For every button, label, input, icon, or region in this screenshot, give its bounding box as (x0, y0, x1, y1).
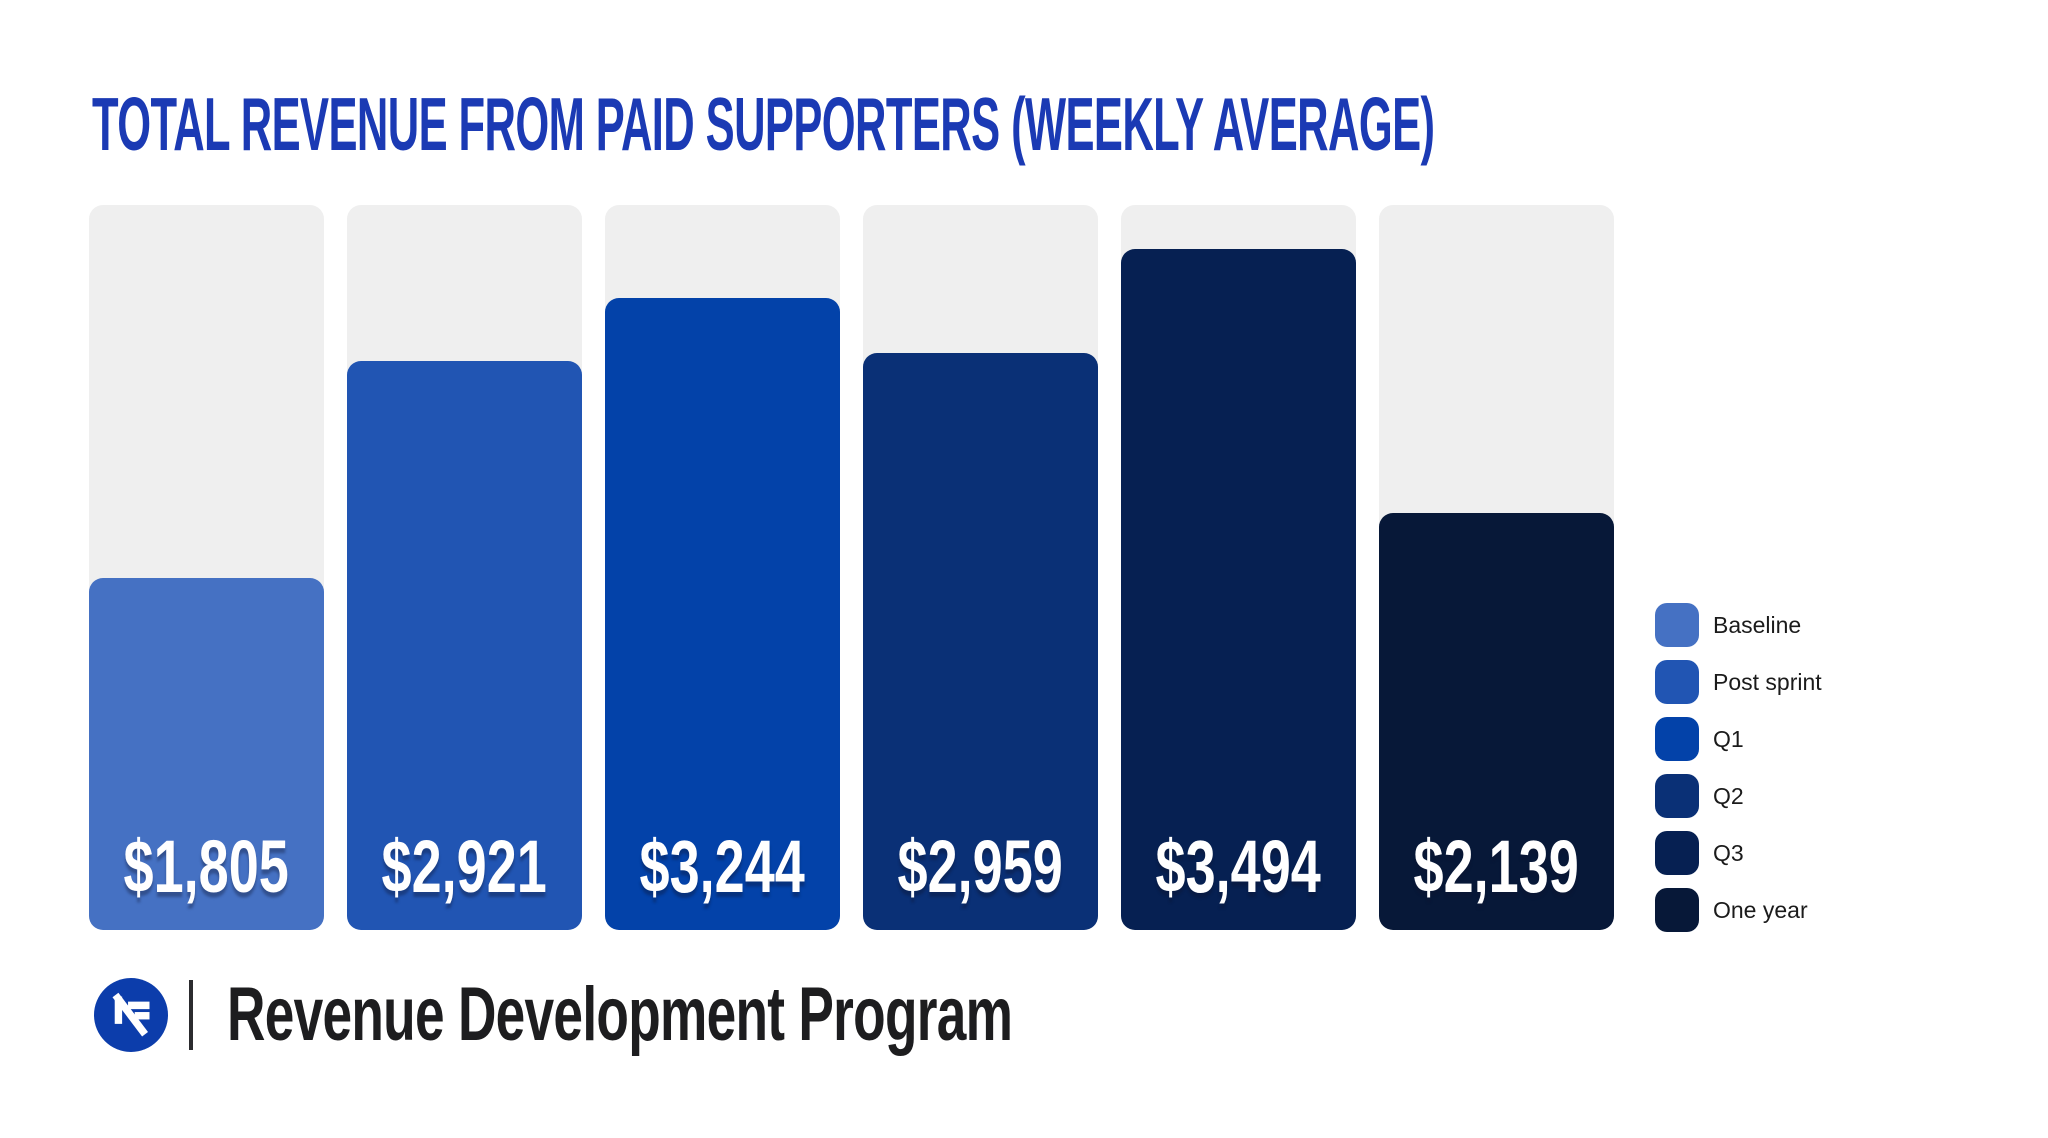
legend-label: Q3 (1713, 839, 1744, 866)
footer-brand-bar: Revenue Development Program (94, 975, 1349, 1055)
bar-value-label: $3,494 (1121, 830, 1356, 904)
bar-track-q3: $3,494 (1121, 205, 1356, 930)
bar-track-one-year: $2,139 (1379, 205, 1614, 930)
legend-item: Baseline (1655, 603, 1822, 647)
legend-label: One year (1713, 896, 1808, 923)
legend-swatch (1655, 831, 1699, 875)
chart-title: TOTAL REVENUE FROM PAID SUPPORTERS (WEEK… (92, 82, 1435, 166)
n-mark-logo-icon (94, 978, 168, 1052)
chart-legend: Baseline Post sprint Q1 Q2 Q3 One year (1655, 603, 1822, 932)
legend-swatch (1655, 717, 1699, 761)
bar-value-label: $2,139 (1379, 830, 1614, 904)
bar-value-text: $2,139 (1413, 825, 1580, 908)
legend-item: Q2 (1655, 774, 1822, 818)
legend-swatch (1655, 888, 1699, 932)
bar-value-label: $1,805 (89, 830, 324, 904)
footer-divider (189, 980, 193, 1050)
legend-label: Post sprint (1713, 668, 1822, 695)
bar-track-q2: $2,959 (863, 205, 1098, 930)
bar-value-text: $2,959 (897, 825, 1064, 908)
legend-swatch (1655, 603, 1699, 647)
bar-value-label: $2,921 (347, 830, 582, 904)
legend-swatch (1655, 774, 1699, 818)
brand-name: Revenue Development Program (227, 972, 1013, 1057)
bar: $2,959 (863, 353, 1098, 930)
bar-value-label: $2,959 (863, 830, 1098, 904)
bar-value-text: $2,921 (381, 825, 548, 908)
bar: $3,494 (1121, 249, 1356, 930)
bar: $3,244 (605, 297, 840, 930)
bar: $2,921 (347, 360, 582, 930)
bar-track-post-sprint: $2,921 (347, 205, 582, 930)
legend-label: Q1 (1713, 725, 1744, 752)
legend-item: Q1 (1655, 717, 1822, 761)
bar: $1,805 (89, 578, 324, 930)
bar-value-text: $3,494 (1155, 825, 1322, 908)
legend-swatch (1655, 660, 1699, 704)
bar-value-text: $1,805 (123, 825, 290, 908)
bar-track-baseline: $1,805 (89, 205, 324, 930)
legend-item: One year (1655, 888, 1822, 932)
bar-track-q1: $3,244 (605, 205, 840, 930)
legend-item: Q3 (1655, 831, 1822, 875)
legend-label: Q2 (1713, 782, 1744, 809)
legend-label: Baseline (1713, 611, 1802, 638)
bar-value-text: $3,244 (639, 825, 806, 908)
legend-item: Post sprint (1655, 660, 1822, 704)
bar-chart: $1,805 $2,921 $3,244 $2,959 $3,494 (89, 205, 1614, 930)
bar: $2,139 (1379, 513, 1614, 930)
bar-value-label: $3,244 (605, 830, 840, 904)
